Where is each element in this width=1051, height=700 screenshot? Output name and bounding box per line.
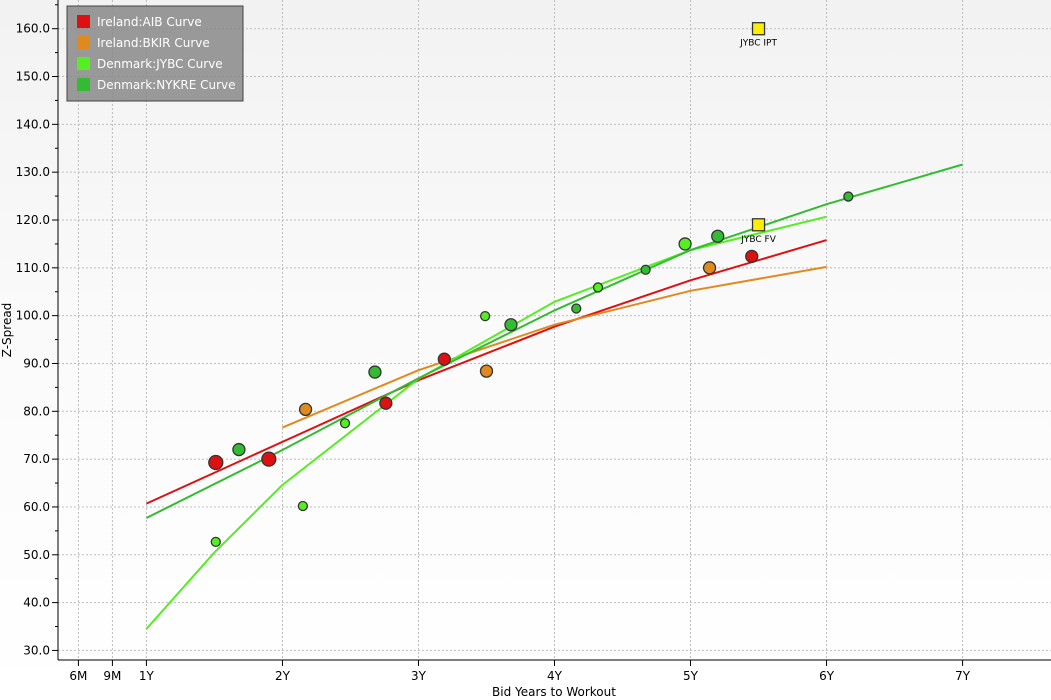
y-tick-label: 150.0 — [16, 70, 50, 84]
x-tick-label: 6M — [69, 669, 87, 683]
x-axis-title: Bid Years to Workout — [492, 685, 616, 699]
curves — [145, 163, 963, 630]
annotation-label: JYBC IPT — [739, 39, 777, 49]
x-tick-label: 3Y — [411, 669, 427, 683]
data-point — [297, 500, 308, 512]
data-point — [504, 318, 518, 332]
axes: 30.0 40.0 50.0 60.0 70.0 80.0 90.0 100.0 110.0 12… — [16, 0, 1051, 683]
data-point — [210, 536, 221, 548]
x-tick-label: 5Y — [683, 669, 699, 683]
data-point — [379, 396, 393, 410]
y-tick-label: 100.0 — [16, 309, 50, 323]
x-tick-label: 4Y — [547, 669, 563, 683]
y-axis-title: Z-Spread — [0, 303, 14, 358]
data-point — [678, 237, 692, 251]
y-tick-label: 120.0 — [16, 213, 50, 227]
x-tick-label: 6Y — [819, 669, 835, 683]
legend-swatch — [77, 57, 90, 70]
y-tick-label: 80.0 — [23, 404, 50, 418]
legend-swatch — [77, 36, 90, 49]
data-point — [702, 261, 717, 275]
data-point — [437, 352, 451, 366]
curve-line — [145, 163, 963, 519]
annotation-marker — [751, 22, 766, 36]
data-point — [339, 418, 351, 429]
legend-label: Ireland:BKIR Curve — [97, 36, 210, 50]
y-tick-label: 40.0 — [23, 596, 50, 610]
x-tick-label: 1Y — [139, 669, 155, 683]
legend-swatch — [77, 15, 90, 28]
x-tick-label: 7Y — [955, 669, 971, 683]
y-tick-label: 60.0 — [23, 500, 50, 514]
points — [208, 191, 854, 548]
legend-label: Denmark:JYBC Curve — [97, 57, 223, 71]
data-point — [261, 451, 277, 467]
data-point — [711, 229, 725, 243]
data-point — [640, 264, 651, 275]
y-tick-label: 140.0 — [16, 117, 50, 131]
data-point — [592, 282, 604, 293]
y-tick-label: 130.0 — [16, 165, 50, 179]
x-tick-label: 9M — [103, 669, 121, 683]
data-point — [208, 454, 224, 471]
legend-box — [66, 5, 244, 102]
legend-label: Ireland:AIB Curve — [97, 15, 202, 29]
y-tick-label: 160.0 — [16, 22, 50, 36]
y-tick-label: 70.0 — [23, 452, 50, 466]
curve-line — [145, 239, 827, 505]
x-tick-label: 2Y — [275, 669, 291, 683]
data-point — [479, 310, 491, 322]
y-tick-label: 90.0 — [23, 356, 50, 370]
data-point — [479, 364, 494, 378]
annotations: JYBC IPT JYBC FV — [739, 22, 777, 245]
legend-swatch — [77, 78, 90, 91]
data-point — [843, 191, 854, 202]
y-tick-label: 50.0 — [23, 548, 50, 562]
y-tick-label: 30.0 — [23, 643, 50, 657]
data-point — [571, 303, 582, 314]
grid — [58, 0, 1051, 660]
legend[interactable]: Ireland:AIB Curve Ireland:BKIR Curve Denma… — [66, 5, 244, 102]
data-point — [232, 442, 246, 457]
data-point — [368, 365, 382, 379]
annotation-marker — [751, 218, 766, 232]
data-point — [745, 249, 759, 263]
y-tick-label: 110.0 — [16, 261, 50, 275]
legend-label: Denmark:NYKRE Curve — [97, 78, 236, 92]
curve-line — [282, 265, 827, 429]
annotation-label: JYBC FV — [740, 235, 776, 245]
data-point — [298, 402, 313, 417]
